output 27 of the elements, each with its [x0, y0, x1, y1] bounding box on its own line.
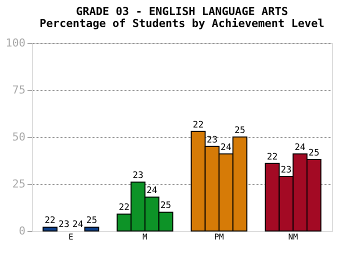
text: 22: [266, 152, 278, 162]
series-label: 22: [44, 216, 56, 226]
text: 23: [280, 165, 292, 176]
y-tick-label: 75: [12, 84, 26, 96]
text: 25: [308, 148, 320, 159]
text: 24: [294, 142, 306, 153]
series-label: 23: [132, 171, 144, 182]
text: 22: [192, 120, 204, 130]
y-tick-label: 0: [18, 224, 26, 238]
x-tick-label: M: [142, 232, 148, 242]
chart-subtitle: Percentage of Students by Achievement Level: [40, 17, 324, 30]
text: 24: [220, 142, 232, 153]
x-tick-label: E: [68, 232, 74, 242]
series-label: 24: [146, 186, 158, 196]
text: 24: [72, 220, 84, 230]
text: 25: [160, 201, 172, 212]
y-tick-label: 25: [12, 178, 26, 190]
y-tick-label: 50: [12, 130, 26, 144]
y-tick-label: 100: [6, 36, 26, 50]
x-tick-label: NM: [288, 232, 298, 242]
text: 23: [58, 220, 70, 230]
text: 23: [206, 135, 218, 146]
chart-title: GRADE 03 - ENGLISH LANGUAGE ARTS: [76, 5, 288, 18]
series-label: 25: [86, 216, 98, 226]
text: 25: [234, 126, 246, 136]
text: 22: [118, 203, 130, 214]
x-tick-label: PM: [214, 232, 224, 242]
